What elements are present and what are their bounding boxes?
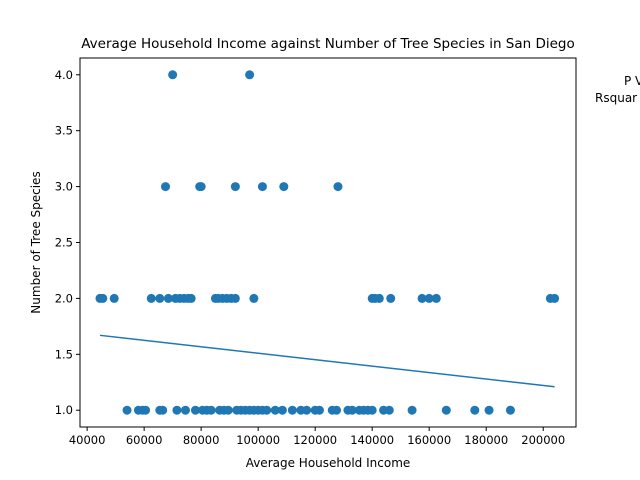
data-point bbox=[287, 405, 297, 415]
y-tick-label: 2.5 bbox=[55, 236, 73, 250]
annotation-p-value: P V bbox=[624, 74, 640, 88]
data-point bbox=[484, 405, 494, 415]
data-point bbox=[223, 405, 233, 415]
x-tick-label: 60000 bbox=[126, 433, 163, 447]
data-point bbox=[168, 70, 178, 80]
data-point bbox=[141, 405, 151, 415]
y-tick-label: 3.0 bbox=[55, 180, 73, 194]
data-point bbox=[270, 405, 280, 415]
x-tick-label: 120000 bbox=[293, 433, 337, 447]
data-point bbox=[109, 293, 119, 303]
data-point bbox=[279, 182, 289, 192]
data-point bbox=[206, 405, 216, 415]
y-tick-label: 1.0 bbox=[55, 403, 73, 417]
chart-title: Average Household Income against Number … bbox=[81, 36, 575, 52]
data-point bbox=[367, 405, 377, 415]
y-tick-label: 1.5 bbox=[55, 347, 73, 361]
data-point bbox=[186, 293, 196, 303]
data-point bbox=[249, 293, 259, 303]
data-point bbox=[470, 405, 480, 415]
y-tick-label: 3.5 bbox=[55, 124, 73, 138]
y-tick-label: 2.0 bbox=[55, 291, 73, 305]
data-point bbox=[146, 293, 156, 303]
x-axis-label: Average Household Income bbox=[246, 456, 411, 470]
data-point bbox=[417, 293, 427, 303]
data-point bbox=[302, 405, 312, 415]
y-tick-label: 4.0 bbox=[55, 68, 73, 82]
data-point bbox=[431, 293, 441, 303]
y-axis-label: Number of Tree Species bbox=[29, 171, 43, 313]
x-tick-label: 40000 bbox=[69, 433, 106, 447]
annotation-rsquared: Rsquar bbox=[595, 91, 637, 105]
data-point bbox=[163, 293, 173, 303]
data-point bbox=[180, 405, 190, 415]
data-points bbox=[95, 70, 560, 415]
data-point bbox=[196, 182, 206, 192]
x-tick-label: 100000 bbox=[236, 433, 280, 447]
data-point bbox=[161, 182, 171, 192]
data-point bbox=[386, 293, 396, 303]
data-point bbox=[374, 293, 384, 303]
data-point bbox=[230, 182, 240, 192]
trendline-layer bbox=[99, 334, 555, 388]
x-tick-label: 180000 bbox=[464, 433, 508, 447]
data-point bbox=[333, 182, 343, 192]
x-tick-label: 200000 bbox=[521, 433, 565, 447]
plot-area-frame bbox=[79, 57, 577, 428]
data-point bbox=[257, 182, 267, 192]
axis-ticks: 40000 60000 80000 100000 120000 140000 160000 1… bbox=[55, 68, 565, 447]
data-point bbox=[424, 293, 434, 303]
data-point bbox=[155, 293, 165, 303]
trendline bbox=[99, 334, 555, 388]
data-point bbox=[98, 293, 108, 303]
data-point bbox=[277, 405, 287, 415]
data-point bbox=[122, 405, 132, 415]
data-point bbox=[332, 405, 342, 415]
data-point bbox=[347, 405, 357, 415]
x-tick-label: 160000 bbox=[407, 433, 451, 447]
x-tick-label: 80000 bbox=[183, 433, 220, 447]
data-point bbox=[441, 405, 451, 415]
data-point bbox=[262, 405, 272, 415]
data-point bbox=[158, 405, 168, 415]
data-point bbox=[230, 293, 240, 303]
data-point bbox=[314, 405, 324, 415]
data-point bbox=[190, 405, 200, 415]
x-tick-label: 140000 bbox=[350, 433, 394, 447]
data-point bbox=[550, 293, 560, 303]
data-point bbox=[407, 405, 417, 415]
data-point bbox=[245, 70, 255, 80]
data-point bbox=[505, 405, 515, 415]
data-point bbox=[172, 405, 182, 415]
data-point bbox=[384, 405, 394, 415]
